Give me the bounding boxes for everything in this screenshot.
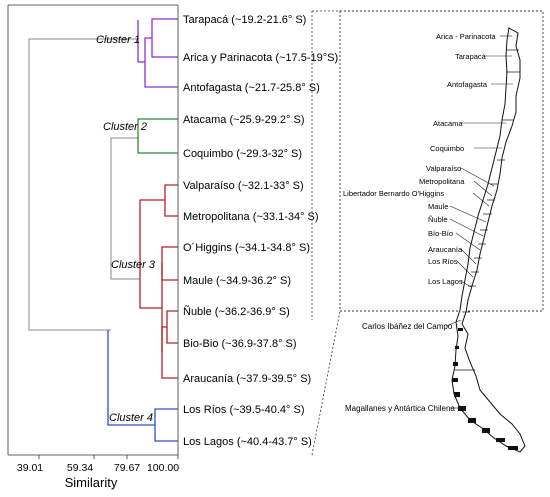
- link-c2-merge: [110, 137, 140, 280]
- leaf-label: Valparaíso (~32.1-33° S): [183, 180, 304, 192]
- island: [452, 378, 458, 382]
- x-tick-label: 39.01: [17, 462, 43, 474]
- leader-line: [460, 280, 472, 288]
- leaf-label: Araucanía (~37.9-39.5° S): [183, 373, 311, 385]
- branch: [164, 184, 178, 217]
- branch: [144, 37, 178, 88]
- leaf-label: Tarapacá (~19.2-21.6° S): [183, 14, 306, 26]
- leader-lines: [445, 35, 513, 409]
- island: [455, 346, 459, 349]
- leaf-label: Bio-Bio (~36.9-37.8° S): [183, 338, 297, 350]
- branch: [154, 408, 178, 442]
- x-tick-label: 79.67: [114, 462, 140, 474]
- map-region-label: Maule: [428, 202, 448, 211]
- map-region-label: Araucanía: [428, 245, 463, 254]
- leaf-label: Atacama (~25.9-29.2° S): [183, 114, 305, 126]
- leader-line: [445, 319, 462, 327]
- island: [508, 446, 518, 450]
- leader-line: [472, 192, 490, 207]
- branch: [137, 118, 178, 154]
- island: [458, 406, 466, 411]
- root-links: [28, 38, 140, 331]
- map-region-label: Antofagasta: [447, 80, 488, 89]
- leader-line: [449, 218, 484, 237]
- x-tick-label: 59.34: [67, 462, 93, 474]
- map-region-label: Atacama: [433, 119, 463, 128]
- map-region-label: Los Ríos: [428, 257, 458, 266]
- inset-box: [339, 10, 544, 312]
- connector-line-bottom: [311, 310, 341, 456]
- island: [468, 418, 476, 423]
- branch: [161, 246, 178, 281]
- leaf-label: Maule (~34.9-36.2° S): [183, 275, 291, 287]
- map-region-label: Tarapacá: [455, 52, 487, 61]
- map-region-label: Los Lagos: [428, 277, 463, 286]
- southern-islands: [452, 328, 518, 450]
- map-region-label: Coquimbo: [430, 144, 464, 153]
- cluster-label: Cluster 2: [103, 121, 147, 133]
- region-boundaries: [455, 49, 520, 371]
- leaf-label: Antofagasta (~21.7-25.8° S): [183, 82, 320, 94]
- leader-line: [473, 180, 493, 197]
- leader-line: [460, 248, 477, 265]
- leader-line: [456, 260, 474, 278]
- leaf-label: Ñuble (~36.2-36.9° S): [183, 305, 290, 318]
- map-region-label: Valparaíso: [426, 164, 461, 173]
- island: [453, 362, 458, 366]
- chile-outline: [451, 27, 526, 453]
- branch: [161, 326, 178, 379]
- island: [454, 392, 460, 397]
- branch: [107, 330, 155, 426]
- map-of-chile: Arica - Parinacota Tarapacá Antofagasta …: [311, 10, 544, 456]
- map-region-label: Libertador Bernardo O'Higgins: [343, 189, 444, 198]
- leaf-label: Coquimbo (~29.3-32° S): [183, 148, 302, 160]
- root-link: [28, 38, 138, 331]
- cluster-label: Cluster 1: [96, 34, 140, 46]
- map-region-label: Arica - Parinacota: [436, 32, 496, 41]
- dendrogram: 39.01 59.34 79.67 100.00 Similarity: [7, 4, 338, 490]
- cluster-1-branches: [137, 18, 178, 88]
- leader-line: [449, 205, 487, 223]
- map-region-label: Bío-Bío: [428, 229, 453, 238]
- island: [458, 328, 463, 331]
- leader-line: [460, 167, 495, 187]
- island: [496, 438, 505, 442]
- island: [482, 428, 490, 433]
- cluster-2-branches: [137, 118, 178, 154]
- leaf-label: Los Ríos (~39.5-40.4° S): [183, 404, 305, 416]
- leaf-label: Los Lagos (~40.4-43.7° S): [183, 436, 312, 448]
- x-tick-label: 100.00: [147, 462, 179, 474]
- leader-line: [455, 232, 481, 251]
- map-region-label: Magallanes y Antártica Chilena: [345, 404, 455, 413]
- branch: [139, 199, 165, 309]
- branch: [151, 18, 178, 58]
- leaf-label: O´Higgins (~34.1-34.8° S): [183, 242, 310, 254]
- cluster-label: Cluster 4: [109, 412, 153, 424]
- map-region-label: Metropolitana: [419, 177, 465, 186]
- leaf-label: Metropolitana (~33.1-34° S): [183, 211, 319, 223]
- x-axis-title: Similarity: [65, 475, 118, 490]
- cluster-label: Cluster 3: [111, 259, 156, 271]
- map-region-label: Carlos Ibáñez del Campo: [362, 322, 453, 331]
- leaf-label: Arica y Parinacota (~17.5-19°S): [183, 52, 338, 64]
- cluster-4-branches: [107, 330, 178, 442]
- map-region-label: Ñuble: [428, 215, 448, 224]
- branch: [166, 310, 178, 344]
- cluster-3-branches: [139, 184, 178, 379]
